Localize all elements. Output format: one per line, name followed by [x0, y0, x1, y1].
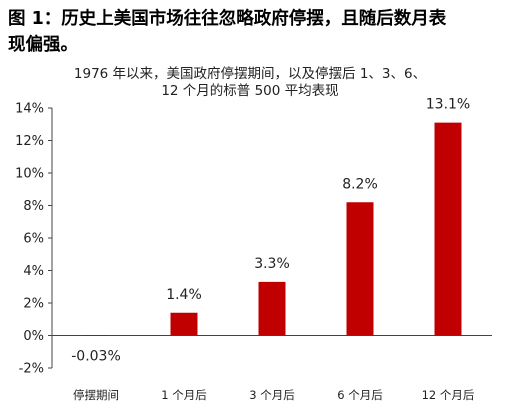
data-label: 8.2%	[342, 176, 378, 192]
bar	[434, 122, 462, 336]
x-tick-label: 3 个月后	[249, 388, 294, 402]
y-tick-label: 14%	[15, 102, 44, 117]
y-tick-label: 2%	[23, 297, 44, 312]
y-tick-label: 6%	[23, 232, 44, 247]
figure-title-line-1: 图 1：历史上美国市场往往忽略政府停摆，且随后数月表	[8, 9, 447, 29]
y-tick-label: -2%	[19, 362, 44, 377]
figure-title: 图 1：历史上美国市场往往忽略政府停摆，且随后数月表 现偏强。	[8, 6, 514, 58]
bar	[346, 202, 374, 336]
bar	[258, 281, 286, 336]
figure-title-line-2: 现偏强。	[8, 35, 78, 55]
data-label: 3.3%	[254, 256, 290, 272]
y-tick-label: 8%	[23, 199, 44, 214]
data-label: 1.4%	[166, 287, 202, 303]
y-tick-label: 10%	[15, 167, 44, 182]
x-tick-label: 停摆期间	[73, 388, 119, 402]
chart-title-line-2: 12 个月的标普 500 平均表现	[161, 83, 339, 99]
y-tick-label: 4%	[23, 264, 44, 279]
x-tick-label: 6 个月后	[337, 388, 382, 402]
y-tick-label: 12%	[15, 134, 44, 149]
x-tick-label: 12 个月后	[422, 388, 475, 402]
y-tick-label: 0%	[23, 329, 44, 344]
chart-title-line-1: 1976 年以来，美国政府停摆期间，以及停摆后 1、3、6、	[73, 66, 427, 82]
data-label: -0.03%	[71, 349, 121, 365]
data-label: 13.1%	[426, 97, 470, 113]
bar	[170, 312, 198, 336]
x-tick-label: 1 个月后	[161, 388, 206, 402]
chart-title: 1976 年以来，美国政府停摆期间，以及停摆后 1、3、6、 12 个月的标普 …	[40, 66, 460, 100]
